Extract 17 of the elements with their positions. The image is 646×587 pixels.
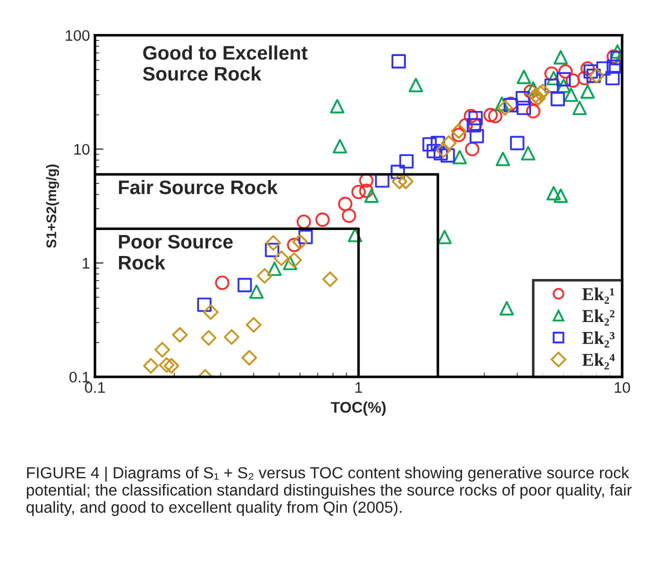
x-tick-label: 10 — [614, 382, 630, 393]
x-axis-title: TOC(%) — [330, 402, 386, 416]
caption: FIGURE 4 | Diagrams of S₁ + S₂ versus TOC content showing generative source rock potential; the classification standard distinguishes the source rocks of poor quality, fair quality, and good to excellent quality from Qin (2005). — [26, 466, 632, 516]
legend-label: Ek₂³ — [582, 331, 614, 348]
y-tick-label: 10 — [74, 144, 90, 155]
x-tick-label: 1 — [355, 382, 362, 393]
y-axis-title: S1+S2(mg/g) — [46, 164, 60, 248]
ref-line-label: Poor Source Rock — [119, 234, 233, 270]
y-tick-label: 0.1 — [69, 372, 90, 383]
annotation: Good to Excellent Source Rock — [142, 45, 308, 81]
y-tick-label: 1 — [82, 258, 90, 269]
legend-label: Ek₂⁴ — [582, 353, 615, 370]
legend-label: Ek₂² — [582, 309, 614, 326]
ref-line-label: Fair Source Rock — [119, 180, 278, 194]
x-tick-label: 0.1 — [84, 382, 105, 393]
legend-label: Ek₂¹ — [582, 288, 614, 304]
y-tick-label: 100 — [66, 30, 90, 41]
